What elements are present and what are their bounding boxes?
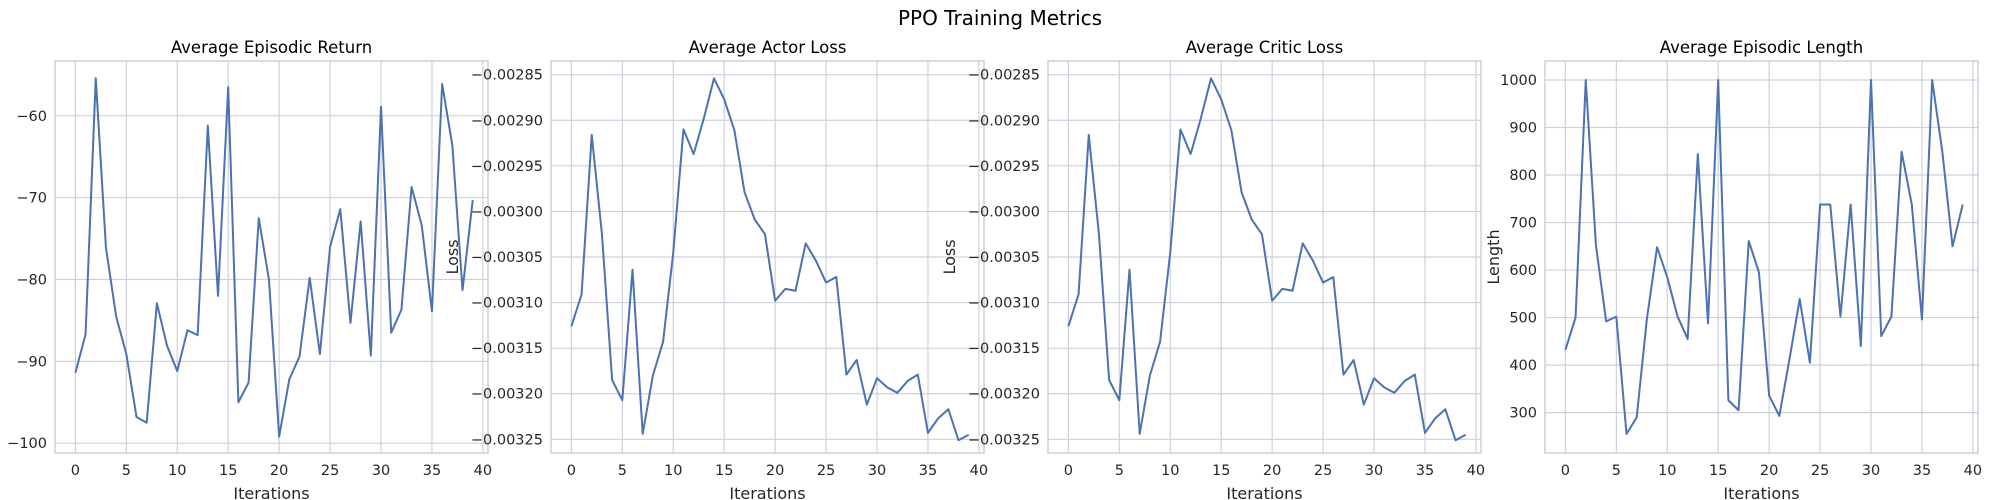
y-tick-label: 800: [1509, 168, 1537, 184]
series-line: [570, 77, 970, 442]
x-tick-label: 20: [1263, 463, 1281, 479]
y-tick-label: 500: [1509, 311, 1537, 327]
x-tick-label: 30: [372, 463, 390, 479]
y-tick-label: 600: [1509, 263, 1537, 279]
y-tick-label: −0.00305: [471, 250, 543, 266]
x-axis-label: Iterations: [1226, 484, 1302, 500]
x-tick-label: 30: [1862, 463, 1880, 479]
x-tick-label: 10: [664, 463, 682, 479]
y-tick-label: −0.00320: [471, 387, 543, 403]
x-tick-label: 15: [715, 463, 733, 479]
y-tick-label: −0.00295: [968, 159, 1040, 175]
x-tick-label: 25: [1314, 463, 1332, 479]
y-tick-label: −0.00310: [968, 296, 1040, 312]
x-tick-label: 5: [1115, 463, 1124, 479]
x-tick-label: 10: [1658, 463, 1676, 479]
y-tick-label: −0.00285: [471, 68, 543, 84]
subplot-title: Average Critic Loss: [1186, 38, 1343, 57]
x-tick-label: 30: [868, 463, 886, 479]
y-tick-label: −0.00285: [968, 68, 1040, 84]
series-line: [74, 77, 474, 438]
plot-frame: [1544, 60, 1979, 454]
x-tick-label: 10: [1161, 463, 1179, 479]
x-tick-label: 35: [919, 463, 937, 479]
x-tick-label: 20: [766, 463, 784, 479]
subplot-title: Average Episodic Return: [171, 38, 372, 57]
x-tick-label: 25: [817, 463, 835, 479]
x-tick-label: 40: [1467, 463, 1485, 479]
x-tick-label: 25: [321, 463, 339, 479]
subplot-1: 0 5 10 15 20 25 30 35 40 −100 −90 −80 −70 −60 Average …: [7, 38, 492, 500]
y-tick-label: −0.00315: [471, 341, 543, 357]
x-tick-label: 5: [122, 463, 131, 479]
y-tick-label: −0.00310: [471, 296, 543, 312]
figure-title: PPO Training Metrics: [898, 6, 1102, 30]
x-tick-label: 0: [71, 463, 80, 479]
y-tick-label: −70: [16, 191, 47, 207]
series-line: [1067, 77, 1467, 442]
y-tick-label: −0.00315: [968, 341, 1040, 357]
series-line: [1564, 79, 1964, 435]
y-tick-label: −0.00290: [968, 113, 1040, 129]
x-tick-label: 0: [1064, 463, 1073, 479]
x-tick-label: 30: [1365, 463, 1383, 479]
y-tick-label: 700: [1509, 216, 1537, 232]
x-tick-label: 10: [168, 463, 186, 479]
y-tick-label: −0.00320: [968, 387, 1040, 403]
x-tick-label: 35: [423, 463, 441, 479]
subplot-title: Average Episodic Length: [1660, 38, 1863, 57]
y-tick-label: 1000: [1500, 73, 1537, 89]
subplot-3: 0 5 10 15 20 25 30 35 40 −0.00325 −0.00320 −0.00315…: [940, 38, 1485, 500]
y-tick-label: 300: [1509, 406, 1537, 422]
y-tick-label: −80: [16, 273, 47, 289]
y-tick-label: −90: [16, 354, 47, 370]
x-tick-label: 40: [474, 463, 492, 479]
y-tick-label: −0.00295: [471, 159, 543, 175]
x-tick-label: 0: [567, 463, 576, 479]
y-axis-label: Loss: [940, 239, 959, 274]
subplot-2: 0 5 10 15 20 25 30 35 40 −0.00325 −0.00320 −0.00315…: [443, 38, 988, 500]
y-tick-label: −0.00290: [471, 113, 543, 129]
y-axis-label: Loss: [443, 239, 462, 274]
x-tick-label: 35: [1416, 463, 1434, 479]
plot-frame: [54, 60, 489, 454]
x-tick-label: 40: [1964, 463, 1982, 479]
y-tick-label: −0.00305: [968, 250, 1040, 266]
x-tick-label: 15: [1212, 463, 1230, 479]
x-axis-label: Iterations: [1723, 484, 1799, 500]
x-tick-label: 35: [1913, 463, 1931, 479]
x-tick-label: 25: [1811, 463, 1829, 479]
x-tick-label: 20: [270, 463, 288, 479]
subplot-title: Average Actor Loss: [689, 38, 847, 57]
y-tick-label: −0.00325: [968, 432, 1040, 448]
y-tick-label: −0.00300: [968, 204, 1040, 220]
x-tick-label: 5: [1612, 463, 1621, 479]
y-tick-label: −60: [16, 109, 47, 125]
y-tick-label: 900: [1509, 121, 1537, 137]
x-tick-label: 40: [970, 463, 988, 479]
subplots: 0 5 10 15 20 25 30 35 40 −100 −90 −80 −70 −60 Average …: [7, 38, 1982, 500]
subplot-4: 0 5 10 15 20 25 30 35 40 300 400 500 600 700 800 900 100…: [1484, 38, 1982, 500]
x-tick-label: 15: [219, 463, 237, 479]
plot-frame: [1047, 60, 1482, 454]
x-axis-label: Iterations: [233, 484, 309, 500]
x-tick-label: 0: [1561, 463, 1570, 479]
y-tick-label: −0.00325: [471, 432, 543, 448]
y-axis-label: Length: [1484, 229, 1503, 284]
plot-frame: [550, 60, 985, 454]
y-tick-label: −100: [7, 436, 47, 452]
x-tick-label: 5: [618, 463, 627, 479]
y-tick-label: −0.00300: [471, 204, 543, 220]
y-tick-label: 400: [1509, 358, 1537, 374]
x-tick-label: 15: [1709, 463, 1727, 479]
x-axis-label: Iterations: [729, 484, 805, 500]
x-tick-label: 20: [1760, 463, 1778, 479]
